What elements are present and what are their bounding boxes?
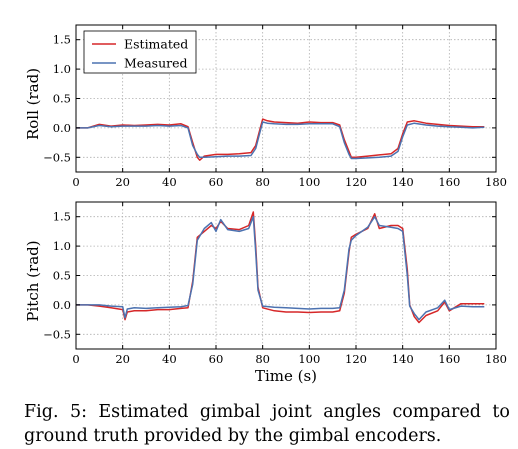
figure-caption: Fig. 5: Estimated gimbal joint angles co…: [24, 400, 510, 448]
pitch-y-tick-label: 1.5: [53, 210, 71, 224]
pitch-x-tick-label: 40: [162, 352, 177, 366]
roll-y-axis-label: Roll (rad): [24, 68, 42, 140]
roll-x-tick-label: 100: [298, 175, 320, 189]
roll-series-measured-line: [76, 121, 485, 160]
roll-x-tick-label: 60: [209, 175, 224, 189]
legend-label-estimated: Estimated: [124, 37, 188, 52]
pitch-y-tick-label: 1.0: [53, 239, 71, 253]
roll-series-estimated-line: [76, 118, 485, 161]
pitch-y-axis-label: Pitch (rad): [24, 240, 42, 321]
pitch-x-tick-label: 120: [345, 352, 367, 366]
pitch-series-measured-line: [76, 215, 485, 321]
pitch-x-tick-label: 20: [115, 352, 130, 366]
roll-x-tick-label: 20: [115, 175, 130, 189]
time-x-axis-label: Time (s): [255, 367, 317, 385]
pitch-x-tick-label: 180: [485, 352, 507, 366]
pitch-subplot: Pitch (rad) Time (s) 0 20 40 60 80 100 120 140 1…: [24, 201, 507, 385]
pitch-x-tick-label: 100: [298, 352, 320, 366]
pitch-x-tick-label: 0: [72, 352, 79, 366]
roll-subplot: Roll (rad) 0 20 40 60 80 100 120 140 160 180 −0.5 0…: [24, 24, 507, 189]
figure: Roll (rad) 0 20 40 60 80 100 120 140 160 180−0.50…: [24, 24, 507, 385]
roll-y-tick-label: 0.0: [53, 121, 71, 135]
roll-x-tick-label: 0: [72, 175, 79, 189]
caption-text: Estimated gimbal joint angles compared t…: [24, 402, 510, 446]
roll-x-tick-label: 80: [255, 175, 270, 189]
roll-y-tick-label: 1.0: [53, 62, 71, 76]
roll-legend: Estimated Measured: [83, 30, 197, 74]
roll-y-tick-label: 0.5: [53, 92, 71, 106]
roll-x-tick-label: 140: [392, 175, 414, 189]
roll-x-tick-label: 160: [438, 175, 460, 189]
roll-x-tick-label: 180: [485, 175, 507, 189]
roll-x-tick-label: 120: [345, 175, 367, 189]
roll-y-tick-label: −0.5: [43, 150, 71, 164]
legend-box: [83, 30, 197, 74]
pitch-x-tick-label: 80: [255, 352, 270, 366]
pitch-x-tick-label: 60: [209, 352, 224, 366]
pitch-y-tick-label: 0.5: [53, 269, 71, 283]
roll-x-tick-label: 40: [162, 175, 177, 189]
pitch-y-tick-label: −0.5: [43, 327, 71, 341]
pitch-x-tick-label: 160: [438, 352, 460, 366]
pitch-x-tick-label: 140: [392, 352, 414, 366]
pitch-y-tick-label: 0.0: [53, 298, 71, 312]
roll-y-tick-label: 1.5: [53, 33, 71, 47]
caption-label: Fig. 5:: [24, 402, 87, 422]
pitch-series-estimated-line: [76, 211, 485, 324]
legend-label-measured: Measured: [124, 56, 188, 71]
